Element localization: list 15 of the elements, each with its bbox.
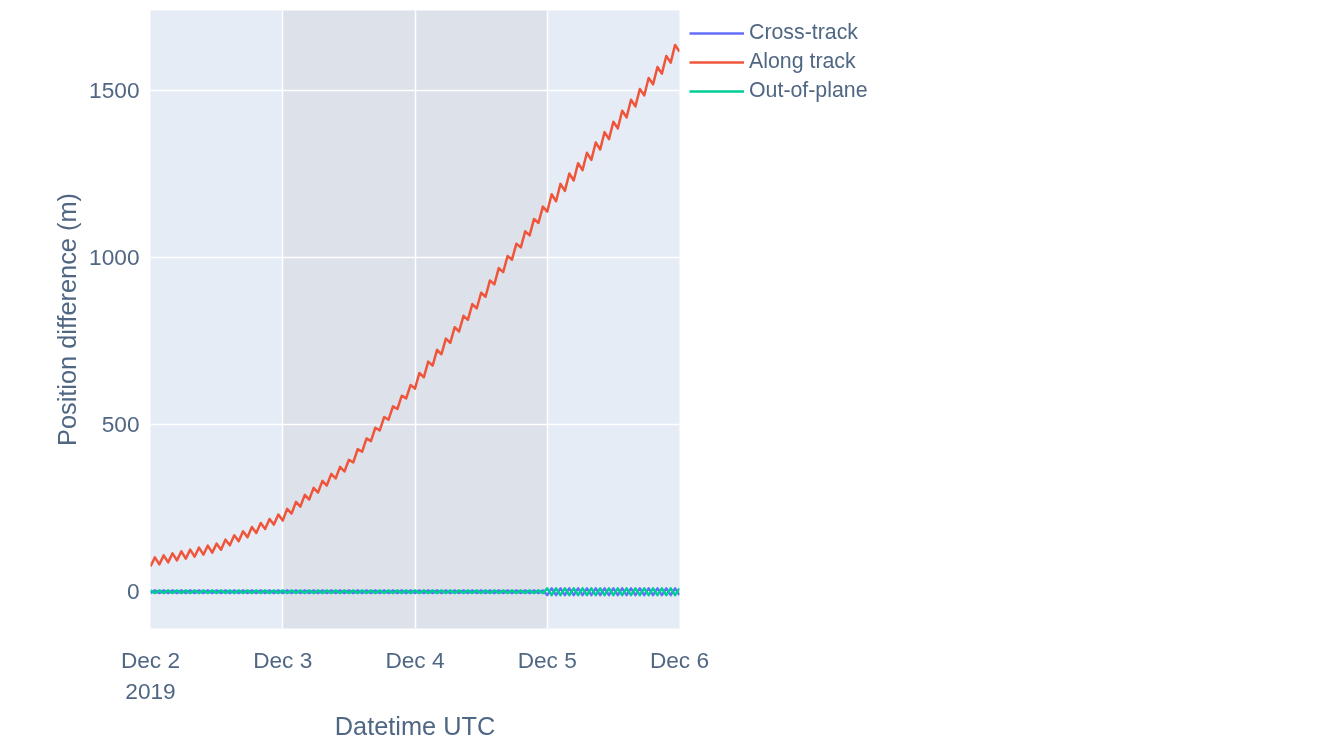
legend-label: Along track — [749, 49, 856, 74]
y-axis-title: Position difference (m) — [53, 193, 82, 446]
x-tick-label: Dec 2 2019 — [120, 646, 181, 704]
y-tick-label: 500 — [101, 411, 140, 438]
y-tick-label: 1000 — [89, 244, 140, 271]
legend-label: Out-of-plane — [749, 78, 868, 103]
x-tick-label: Dec 3 — [253, 646, 313, 673]
y-tick-label: 1500 — [89, 77, 140, 104]
x-tick-label: Dec 5 — [517, 646, 577, 673]
line-series — [150, 43, 680, 568]
legend-label: Cross-track — [749, 20, 859, 45]
x-axis-title: Datetime UTC — [334, 711, 496, 740]
y-tick-label: 0 — [126, 578, 140, 605]
x-tick-label: Dec 4 — [385, 646, 445, 673]
x-tick-label: Dec 6 — [649, 646, 710, 673]
